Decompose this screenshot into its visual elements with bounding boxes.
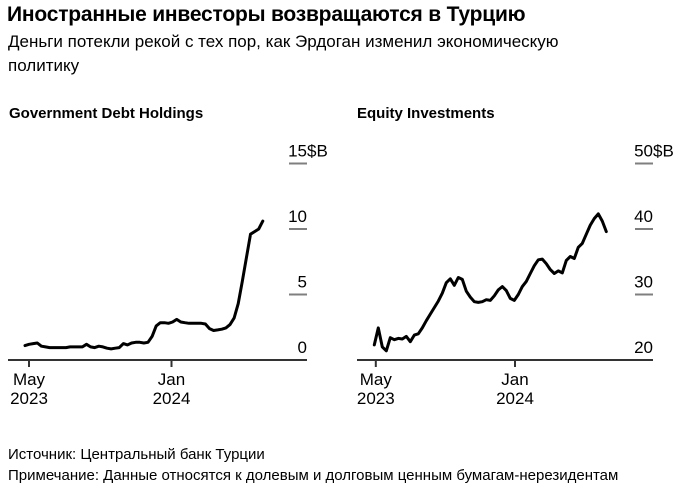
y-tick-label: 40 <box>634 207 653 226</box>
source-note: Источник: Центральный банк Турции <box>8 446 265 463</box>
data-note: Примечание: Данные относятся к долевым и… <box>8 467 619 484</box>
y-axis-unit-label: $B <box>307 142 328 161</box>
y-tick-label: 50 <box>634 142 653 161</box>
series-line-government-debt <box>23 219 265 351</box>
footer: Источник: Центральный банк Турции Примеч… <box>8 444 618 486</box>
x-tick-label-year: 2023 <box>357 389 395 408</box>
x-tick-label-month: May <box>13 370 46 389</box>
x-tick-label-year: 2024 <box>496 389 534 408</box>
figure-subtitle: Деньги потекли рекой с тех пор, как Эрдо… <box>8 30 559 78</box>
figure-subtitle-line2: политику <box>8 56 80 75</box>
y-tick-label: 20 <box>634 338 653 357</box>
y-tick-label: 10 <box>288 207 307 226</box>
x-tick-label-month: Jan <box>158 370 185 389</box>
x-tick-label-month: May <box>360 370 393 389</box>
series-line-equity <box>372 212 608 353</box>
y-tick-label: 5 <box>298 273 307 292</box>
figure-title: Иностранные инвесторы возвращаются в Тур… <box>7 3 526 26</box>
figure-subtitle-line1: Деньги потекли рекой с тех пор, как Эрдо… <box>8 32 559 51</box>
x-tick-label-month: Jan <box>501 370 528 389</box>
chart-title-government-debt: Government Debt Holdings <box>9 105 204 122</box>
x-tick-label-year: 2024 <box>153 389 191 408</box>
y-axis-unit-label: $B <box>653 142 673 161</box>
y-tick-label: 15 <box>288 142 307 161</box>
x-tick-label-year: 2023 <box>10 389 48 408</box>
y-tick-label: 30 <box>634 273 653 292</box>
y-tick-label: 0 <box>298 338 307 357</box>
chart-title-equity: Equity Investments <box>357 105 495 122</box>
